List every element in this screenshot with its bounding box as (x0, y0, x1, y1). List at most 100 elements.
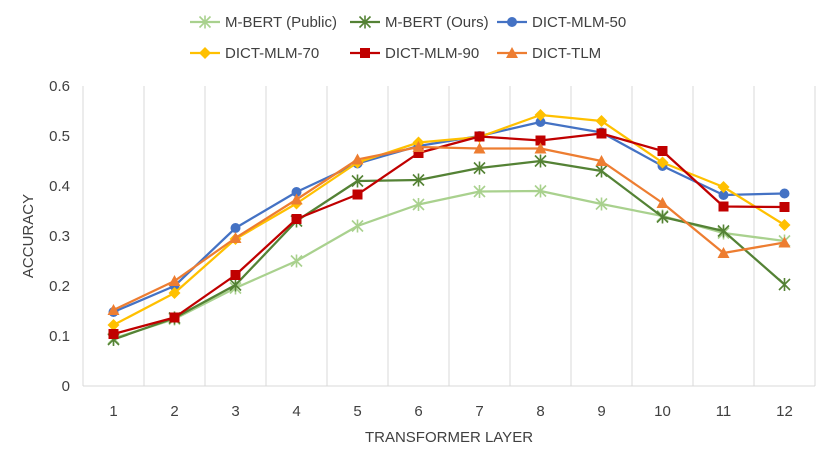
data-point (656, 156, 669, 169)
y-tick-label: 0.5 (49, 128, 70, 145)
data-point (595, 197, 608, 211)
data-point (229, 278, 242, 292)
x-tick-label: 12 (776, 403, 793, 420)
data-point (413, 148, 424, 158)
legend-marker (358, 15, 372, 29)
series-dict-mlm-90 (108, 128, 790, 339)
data-point (291, 187, 302, 197)
data-point (412, 173, 425, 187)
data-point (657, 146, 668, 156)
legend-marker (506, 47, 518, 58)
series-line (113, 145, 785, 312)
legend: M-BERT (Public) M-BERT (Ours) DICT-MLM-50 D… (190, 14, 626, 62)
series-line (113, 120, 785, 314)
series-dict-tlm (107, 141, 791, 315)
legend-label: DICT-MLM-70 (225, 45, 319, 62)
data-point (595, 155, 608, 166)
x-tick-label: 8 (536, 403, 544, 420)
y-tick-label: 0.1 (49, 328, 70, 345)
data-point (168, 275, 181, 286)
x-tick-label: 1 (109, 403, 117, 420)
data-point (412, 141, 425, 152)
data-point (534, 184, 547, 198)
y-tick-label: 0.2 (49, 278, 70, 295)
data-point (352, 189, 363, 200)
legend-item: DICT-MLM-90 (350, 45, 479, 62)
legend-label: DICT-MLM-50 (532, 14, 626, 31)
data-point (656, 197, 669, 208)
data-point (290, 193, 303, 205)
data-point (229, 232, 242, 243)
y-tick-label: 0.4 (49, 178, 70, 195)
data-point (351, 153, 364, 165)
axes: 00.10.20.30.40.50.61 2 3 4 5 6 7 8 9 10 11 12 (49, 78, 815, 420)
x-tick-label: 9 (597, 403, 605, 420)
legend-label: M-BERT (Public) (225, 14, 337, 31)
x-tick-label: 10 (654, 403, 671, 420)
x-tick-label: 7 (475, 403, 483, 420)
data-point (535, 117, 546, 127)
data-point (230, 223, 241, 233)
x-tick-label: 5 (353, 403, 361, 420)
series-line (113, 132, 785, 336)
data-point (534, 109, 547, 121)
legend-marker (199, 47, 211, 59)
legend-item: M-BERT (Public) (190, 14, 337, 31)
series-layer (107, 109, 791, 346)
data-point (535, 135, 546, 146)
x-tick-label: 2 (170, 403, 178, 420)
data-point (290, 254, 303, 268)
x-axis-title: TRANSFORMER LAYER (365, 429, 533, 446)
series-line (112, 113, 786, 326)
data-point (534, 142, 547, 154)
series-line (113, 159, 786, 341)
data-point (412, 198, 425, 211)
data-point (473, 142, 486, 154)
legend-marker (507, 17, 517, 27)
y-tick-label: 0.6 (49, 78, 70, 95)
data-point (596, 128, 607, 139)
data-point (595, 115, 608, 127)
y-axis-title: ACCURACY (20, 194, 37, 278)
data-point (351, 219, 364, 233)
data-point (168, 287, 181, 299)
legend-item: DICT-MLM-70 (190, 45, 319, 62)
data-point (169, 312, 180, 323)
x-tick-label: 3 (231, 403, 239, 420)
data-point (718, 201, 729, 212)
legend-label: M-BERT (Ours) (385, 14, 489, 31)
data-point (107, 319, 120, 331)
x-tick-label: 11 (716, 403, 732, 420)
data-point (656, 210, 669, 224)
data-point (108, 329, 119, 339)
data-point (718, 190, 729, 200)
y-tick-label: 0.3 (49, 228, 70, 245)
data-point (779, 202, 790, 212)
data-point (107, 304, 120, 315)
legend-item: DICT-MLM-50 (497, 14, 626, 31)
y-tick-label: 0 (62, 378, 70, 395)
data-point (779, 188, 790, 199)
x-tick-label: 6 (414, 403, 422, 420)
data-point (778, 219, 791, 231)
legend-label: DICT-TLM (532, 45, 601, 62)
grid-lines (82, 86, 816, 386)
data-point (230, 270, 241, 280)
data-point (717, 181, 730, 193)
legend-item: M-BERT (Ours) (350, 14, 489, 31)
data-point (473, 161, 486, 175)
data-point (351, 174, 364, 188)
x-tick-label: 4 (292, 403, 300, 420)
data-point (595, 164, 608, 178)
legend-label: DICT-MLM-90 (385, 45, 479, 62)
legend-item: DICT-TLM (497, 45, 601, 62)
data-point (717, 224, 730, 238)
legend-marker (198, 15, 212, 29)
data-point (474, 131, 485, 142)
data-point (778, 278, 791, 291)
data-point (778, 236, 791, 248)
data-point (717, 247, 730, 258)
data-point (291, 214, 302, 224)
data-point (534, 154, 547, 168)
